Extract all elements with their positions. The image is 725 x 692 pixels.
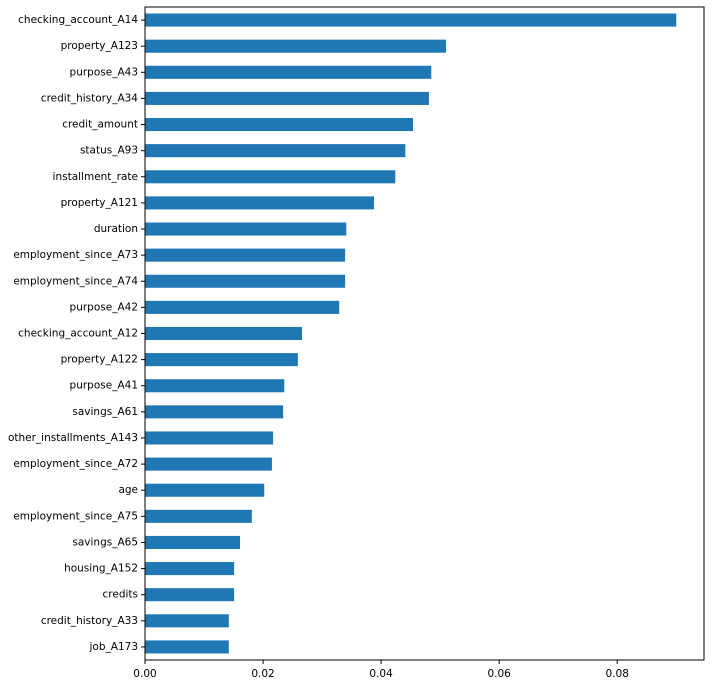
y-tick-label: status_A93 [80,145,138,157]
plot-frame [144,6,705,661]
bar [145,274,346,288]
y-tick-label: employment_since_A75 [13,510,138,522]
y-tick-label: employment_since_A74 [13,275,138,287]
y-tick-label: property_A122 [61,354,138,366]
y-tick-label: job_A173 [89,641,138,653]
bar [145,300,340,314]
bar [145,326,303,341]
bar [145,353,298,367]
x-tick-label: 0.02 [251,668,274,680]
bar [145,535,241,549]
y-tick-label: savings_A65 [72,536,138,548]
bar [145,379,285,393]
bar [145,405,284,419]
x-tick-label: 0.04 [369,668,393,680]
bar [145,248,346,262]
y-tick-label: employment_since_A73 [13,249,138,261]
y-tick-label: housing_A152 [64,563,138,575]
y-tick-label: duration [94,223,138,235]
y-tick-label: property_A121 [61,197,138,209]
bar [145,483,265,497]
bar [145,431,274,445]
bar [145,640,229,654]
y-tick-label: property_A123 [61,40,138,52]
y-tick-label: credits [103,589,139,601]
y-tick-label: installment_rate [53,171,138,183]
bar [145,196,375,210]
bar [145,614,229,628]
bar [145,562,235,576]
y-tick-label: purpose_A41 [70,380,138,392]
y-tick-label: credit_history_A34 [41,92,138,104]
bar [145,170,396,184]
bar [145,509,252,523]
bar [145,39,447,53]
bar [145,91,429,105]
bar [145,65,432,79]
y-tick-label: savings_A61 [72,406,138,418]
y-tick-label: other_installments_A143 [8,432,138,444]
y-tick-label: purpose_A43 [70,66,138,78]
y-tick-label: age [118,484,138,496]
bar [145,457,272,471]
bar [145,222,347,236]
y-tick-label: checking_account_A12 [18,328,138,340]
bar [145,118,413,132]
bar [145,588,235,602]
y-tick-label: employment_since_A72 [13,458,138,470]
bar [145,13,677,27]
y-tick-label: purpose_A42 [70,301,138,313]
y-tick-label: credit_history_A33 [41,615,138,627]
y-tick-label: checking_account_A14 [18,14,138,26]
y-tick-label: credit_amount [62,119,138,131]
bar [145,144,406,158]
x-tick-label: 0.08 [606,668,629,680]
x-tick-label: 0.00 [133,668,156,680]
x-tick-label: 0.06 [487,668,511,680]
